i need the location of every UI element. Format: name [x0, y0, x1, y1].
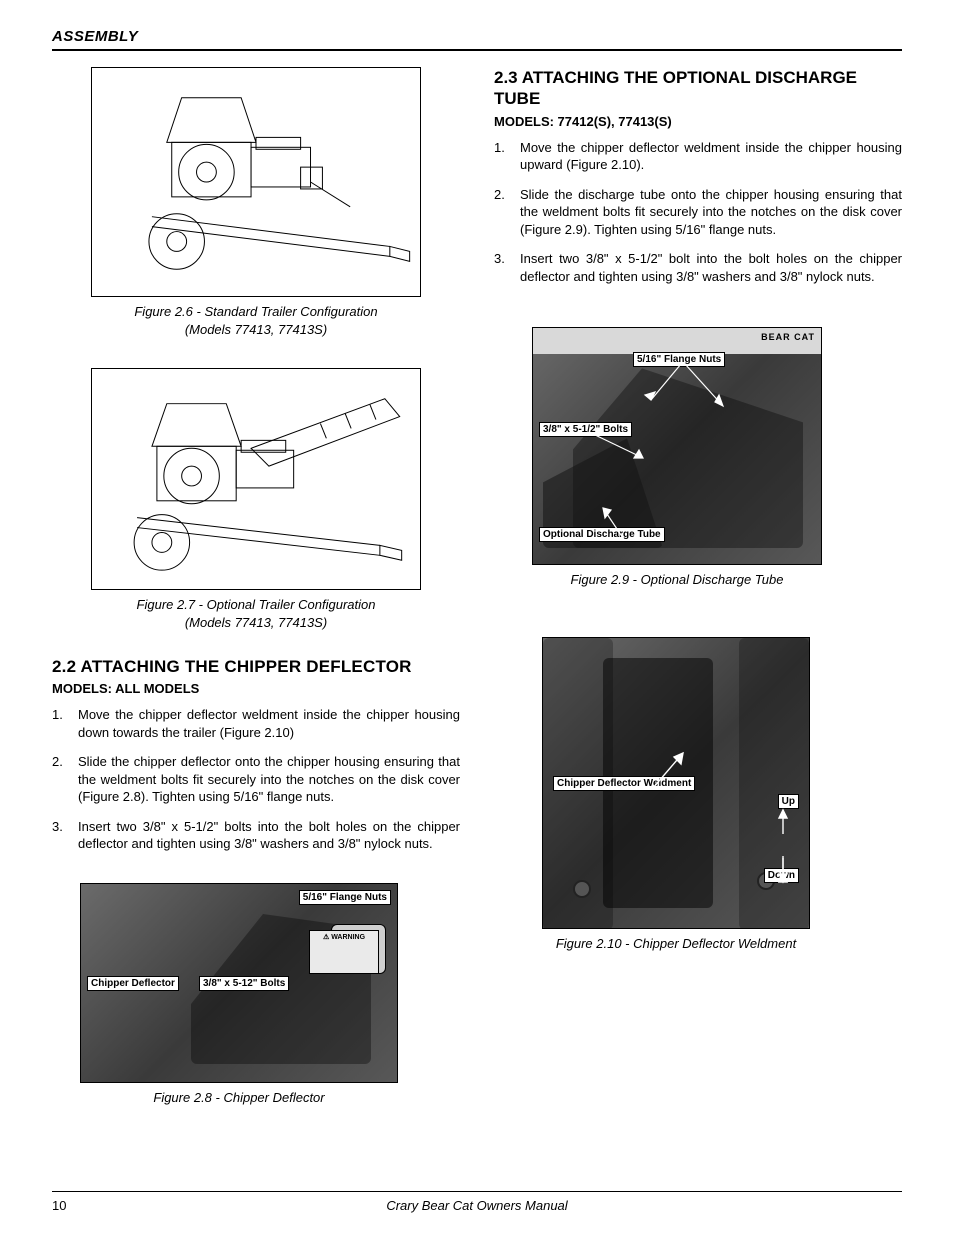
right-column: 2.3 ATTACHING THE OPTIONAL DISCHARGE TUB… [494, 67, 902, 1107]
caption-text: Figure 2.6 - Standard Trailer Configurat… [134, 304, 377, 319]
page-number: 10 [52, 1198, 66, 1213]
figure-2-6-caption: Figure 2.6 - Standard Trailer Configurat… [52, 303, 460, 338]
figure-2-10-caption: Figure 2.10 - Chipper Deflector Weldment [542, 935, 810, 953]
list-item: Slide the discharge tube onto the chippe… [494, 186, 902, 239]
section-2-3-heading: 2.3 ATTACHING THE OPTIONAL DISCHARGE TUB… [494, 67, 902, 110]
page-footer: 10 Crary Bear Cat Owners Manual [52, 1191, 902, 1213]
label-chipper-deflector: Chipper Deflector [87, 976, 179, 991]
label-flange-nuts: 5/16" Flange Nuts [299, 890, 391, 905]
section-name: ASSEMBLY [52, 28, 902, 45]
figure-2-6 [91, 67, 421, 297]
manual-title: Crary Bear Cat Owners Manual [52, 1198, 902, 1213]
figure-2-8-caption: Figure 2.8 - Chipper Deflector [80, 1089, 398, 1107]
section-2-3-steps: Move the chipper deflector weldment insi… [494, 139, 902, 286]
list-item: Move the chipper deflector weldment insi… [52, 706, 460, 741]
list-item: Insert two 3/8" x 5-1/2" bolt into the b… [494, 250, 902, 285]
section-2-2-models: MODELS: ALL MODELS [52, 681, 460, 696]
trailer-line-drawing-icon [92, 68, 420, 296]
arrow-overlay-icon [533, 328, 821, 564]
figure-2-9: BEAR CAT 5/16" Flange Nuts 3/8" x 5-1/2"… [532, 327, 822, 565]
section-2-3-models: MODELS: 77412(S), 77413(S) [494, 114, 902, 129]
list-item: Move the chipper deflector weldment insi… [494, 139, 902, 174]
caption-text: (Models 77413, 77413S) [185, 615, 327, 630]
figure-2-8: 5/16" Flange Nuts Chipper Deflector 3/8"… [80, 883, 398, 1083]
label-bolts: 3/8" x 5-12" Bolts [199, 976, 289, 991]
section-2-2-steps: Move the chipper deflector weldment insi… [52, 706, 460, 853]
list-item: Insert two 3/8" x 5-1/2" bolts into the … [52, 818, 460, 853]
left-column: Figure 2.6 - Standard Trailer Configurat… [52, 67, 460, 1107]
section-2-2-heading: 2.2 ATTACHING THE CHIPPER DEFLECTOR [52, 657, 460, 677]
caption-text: Figure 2.7 - Optional Trailer Configurat… [137, 597, 376, 612]
caption-text: (Models 77413, 77413S) [185, 322, 327, 337]
optional-trailer-line-drawing-icon [92, 369, 420, 589]
figure-2-9-caption: Figure 2.9 - Optional Discharge Tube [532, 571, 822, 589]
two-column-layout: Figure 2.6 - Standard Trailer Configurat… [52, 67, 902, 1107]
arrow-overlay-icon [543, 638, 809, 928]
label-warning: WARNING [331, 934, 365, 941]
figure-2-10: Chipper Deflector Weldment Up Down [542, 637, 810, 929]
figure-2-7-caption: Figure 2.7 - Optional Trailer Configurat… [52, 596, 460, 631]
list-item: Slide the chipper deflector onto the chi… [52, 753, 460, 806]
figure-2-7 [91, 368, 421, 590]
page-header: ASSEMBLY [52, 28, 902, 51]
